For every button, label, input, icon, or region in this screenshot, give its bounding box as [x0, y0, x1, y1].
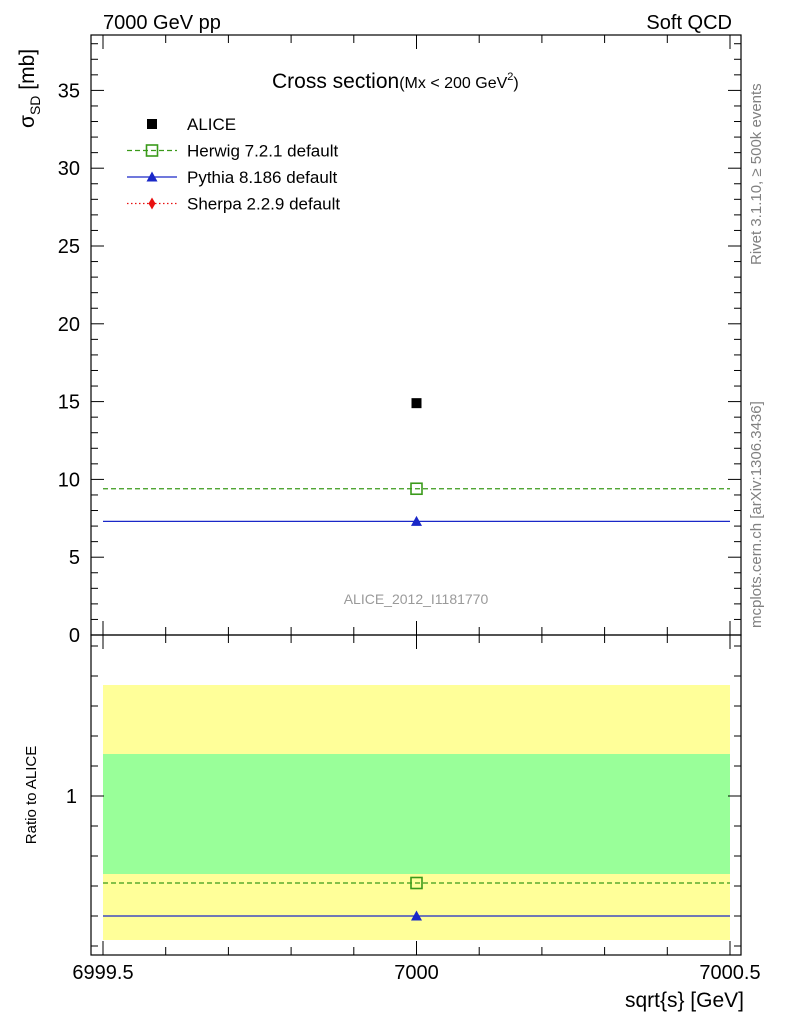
ratio-point-pythia — [411, 910, 422, 921]
main-ytick-label: 5 — [69, 547, 80, 569]
legend-marker-3 — [148, 197, 156, 210]
mcplots-label: mcplots.cern.ch [arXiv:1306.3436] — [748, 401, 765, 628]
ylabel-subscript: SD — [27, 96, 43, 115]
xtick-label: 6999.5 — [72, 962, 133, 984]
main-ytick-label: 10 — [58, 469, 80, 491]
ratio-bands — [103, 685, 730, 940]
legend-label-0: ALICE — [187, 115, 236, 134]
x-axis-label: sqrt{s} [GeV] — [625, 989, 744, 1012]
chart-title: Cross section(Mx < 200 GeV2) — [272, 70, 519, 93]
xtick-label: 7000.5 — [699, 962, 760, 984]
xtick-label: 7000 — [394, 962, 439, 984]
main-series-markers — [410, 398, 423, 526]
header-right-label: Soft QCD — [646, 12, 732, 34]
header-left-label: 7000 GeV pp — [103, 12, 221, 34]
main-ytick-label: 0 — [69, 625, 80, 647]
chart-subtitle-sup: 2 — [507, 71, 513, 83]
svg-text:σSD [mb]: σSD [mb] — [16, 49, 43, 128]
legend-label-1: Herwig 7.2.1 default — [187, 142, 338, 161]
ratio-y-ticks: 1 — [66, 645, 741, 947]
legend-label-3: Sherpa 2.2.9 default — [187, 195, 340, 214]
legend-label-2: Pythia 8.186 default — [187, 168, 338, 187]
main-ytick-label: 25 — [58, 236, 80, 258]
ratio-series-markers — [410, 876, 423, 921]
main-ytick-label: 20 — [58, 314, 80, 336]
ratio-y-axis-label: Ratio to ALICE — [23, 746, 40, 844]
ratio-point-herwig — [410, 876, 423, 890]
ylabel-unit: [mb] — [16, 49, 39, 96]
ylabel-sigma: σ — [16, 115, 39, 128]
main-y-ticks: 0 5 10 15 20 25 30 35 — [58, 43, 741, 647]
legend-marker-1 — [145, 144, 159, 157]
main-y-axis-label: σSD [mb] — [16, 49, 43, 128]
main-ytick-label: 15 — [58, 392, 80, 414]
analysis-watermark: ALICE_2012_I1181770 — [344, 591, 489, 607]
main-ytick-label: 35 — [58, 80, 80, 102]
main-point-herwig — [410, 482, 423, 496]
chart-subtitle-suffix: ) — [513, 75, 518, 92]
main-point-alice — [411, 398, 422, 409]
main-point-pythia — [411, 515, 422, 526]
ratio-band-1 — [103, 754, 730, 874]
ratio-ytick-label: 1 — [66, 786, 77, 808]
legend-marker-2 — [146, 171, 158, 182]
chart-subtitle-prefix: (Mx < 200 GeV — [399, 75, 507, 92]
legend: ALICE Herwig 7.2.1 default Pythia 8.186 de… — [127, 115, 340, 214]
rivet-label: Rivet 3.1.10, ≥ 500k events — [748, 83, 765, 265]
chart-title-main: Cross section — [272, 70, 399, 93]
main-ytick-label: 30 — [58, 158, 80, 180]
x-ticks: 6999.5 7000 7000.5 — [72, 35, 761, 984]
legend-marker-0 — [147, 119, 157, 129]
